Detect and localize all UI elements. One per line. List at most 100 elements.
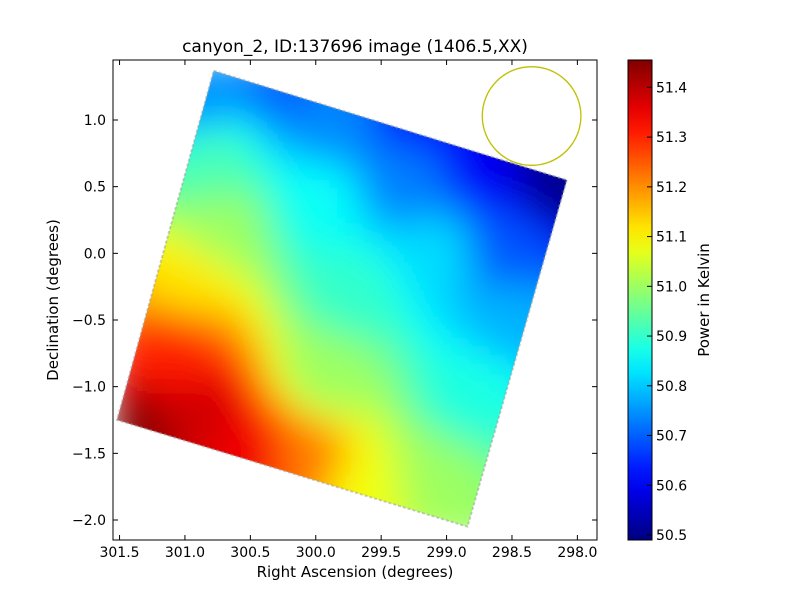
heatmap-cell [121, 70, 130, 77]
heatmap-cell [116, 100, 122, 109]
heatmap-cell [401, 92, 410, 101]
heatmap-cell [529, 92, 538, 101]
heatmap-cell [497, 116, 506, 125]
heatmap-cell [345, 516, 354, 525]
heatmap-cell [281, 188, 290, 197]
heatmap-cell [489, 532, 498, 541]
heatmap-cell [577, 196, 586, 205]
heatmap-cell [521, 356, 530, 365]
heatmap-cell [425, 476, 434, 485]
heatmap-cell [417, 500, 426, 509]
heatmap-cell [361, 164, 370, 173]
heatmap-cell [169, 484, 178, 493]
heatmap-cell [297, 188, 306, 197]
heatmap-cell [481, 308, 490, 317]
heatmap-cell [241, 228, 250, 237]
heatmap-cell [257, 340, 266, 349]
heatmap-cell [441, 308, 450, 317]
heatmap-cell [473, 396, 482, 405]
heatmap-cell [561, 340, 567, 349]
heatmap-cell [385, 460, 394, 469]
heatmap-cell [321, 148, 330, 157]
heatmap-cell [569, 236, 578, 245]
heatmap-cell [233, 300, 242, 309]
heatmap-cell [161, 524, 170, 527]
heatmap-cell [417, 284, 426, 293]
heatmap-cell [225, 308, 234, 317]
heatmap-cell [409, 236, 418, 245]
heatmap-cell [361, 420, 370, 429]
heatmap-cell [209, 92, 218, 101]
heatmap-cell [449, 364, 458, 373]
heatmap-cell [185, 116, 194, 125]
heatmap-cell [305, 388, 314, 397]
heatmap-cell [273, 252, 282, 261]
heatmap-cell [313, 412, 322, 421]
heatmap-cell [225, 532, 234, 541]
heatmap-cell [321, 532, 330, 541]
heatmap-cell [249, 516, 258, 525]
heatmap-cell [513, 92, 522, 101]
heatmap-cell [305, 156, 314, 165]
heatmap-cell [353, 500, 362, 509]
heatmap-cell [401, 348, 410, 357]
heatmap-cell [137, 244, 146, 253]
heatmap-cell [249, 212, 258, 221]
heatmap-cell [529, 452, 538, 461]
heatmap-cell [457, 100, 466, 109]
heatmap-cell [153, 300, 162, 309]
heatmap-cell [417, 396, 426, 405]
heatmap-cell [289, 252, 298, 261]
heatmap-cell [337, 324, 346, 333]
heatmap-cell [249, 484, 258, 493]
heatmap-cell [537, 468, 546, 477]
heatmap-cell [249, 70, 258, 77]
heatmap-cell [489, 500, 498, 509]
heatmap-cell [361, 468, 370, 477]
heatmap-cell [425, 284, 434, 293]
heatmap-cell [369, 332, 378, 341]
heatmap-cell [537, 228, 546, 237]
heatmap-cell [385, 412, 394, 421]
heatmap-cell [241, 412, 250, 421]
heatmap-cell [321, 228, 330, 237]
heatmap-cell [257, 300, 266, 309]
heatmap-cell [209, 228, 218, 237]
heatmap-cell [193, 492, 202, 501]
heatmap-cell [153, 356, 162, 365]
heatmap-cell [513, 236, 522, 245]
heatmap-cell [177, 364, 186, 373]
heatmap-cell [345, 172, 354, 181]
heatmap-cell [225, 132, 234, 141]
heatmap-cell [145, 148, 154, 157]
heatmap-cell [529, 444, 538, 453]
heatmap-cell [297, 204, 306, 213]
heatmap-cell [449, 156, 458, 165]
heatmap-cell [241, 172, 250, 181]
heatmap-cell [377, 92, 386, 101]
heatmap-cell [417, 508, 426, 517]
heatmap-cell [409, 284, 418, 293]
heatmap-cell [585, 364, 594, 373]
heatmap-cell [537, 252, 546, 261]
heatmap-cell [281, 316, 290, 325]
heatmap-cell [489, 468, 498, 477]
heatmap-cell [361, 116, 370, 125]
heatmap-cell [116, 212, 122, 221]
heatmap-cell [345, 132, 354, 141]
heatmap-cell [121, 532, 130, 541]
heatmap-cell [513, 60, 522, 69]
heatmap-cell [305, 524, 314, 527]
heatmap-cell [145, 364, 154, 373]
heatmap-cell [361, 460, 370, 469]
heatmap-cell [281, 332, 290, 341]
heatmap-cell [313, 524, 322, 527]
heatmap-cell [569, 124, 578, 133]
heatmap-cell [417, 260, 426, 269]
heatmap-cell [337, 116, 346, 125]
heatmap-cell [313, 276, 322, 285]
heatmap-cell [553, 460, 562, 469]
heatmap-cell [305, 412, 314, 421]
heatmap-cell [385, 420, 394, 429]
heatmap-cell [521, 268, 530, 277]
